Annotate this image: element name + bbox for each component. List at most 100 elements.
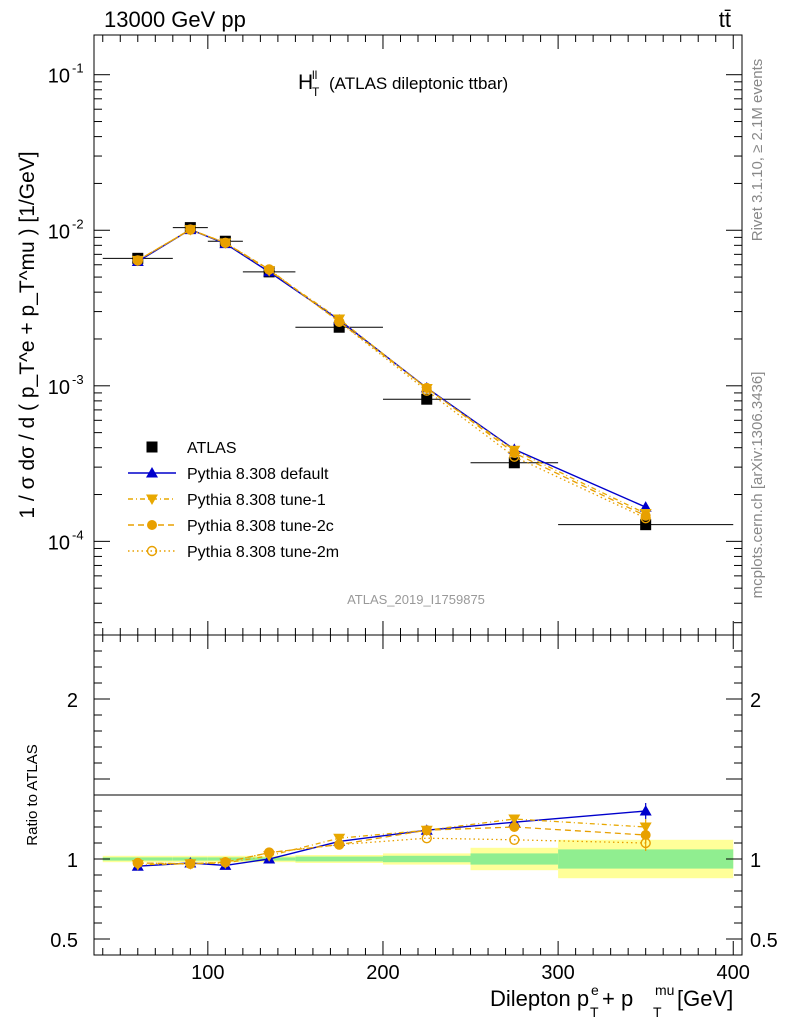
band-inner	[558, 849, 734, 869]
mcplots-label: mcplots.cern.ch [arXiv:1306.3436]	[749, 372, 766, 599]
ratio-point	[333, 839, 345, 850]
series-atlas	[102, 222, 734, 531]
band-inner	[295, 856, 383, 862]
ratio-point	[185, 858, 196, 869]
data-point	[640, 519, 652, 531]
data-point	[220, 237, 231, 248]
legend-marker	[146, 494, 158, 505]
plot-title: H ll T (ATLAS dileptonic ttbar)	[298, 68, 508, 99]
x-tick-label: 200	[366, 962, 399, 984]
data-point	[185, 224, 196, 235]
xlabel-main: Dilepton p	[490, 986, 589, 1011]
legend-marker	[146, 441, 158, 453]
title-sup: ll	[312, 68, 317, 82]
ratio-y-tick-label-right: 0.5	[750, 930, 778, 952]
ratio-point	[220, 857, 231, 868]
main-y-tick-labels: 10-410-310-210-1	[48, 61, 84, 555]
data-point	[421, 385, 432, 396]
ratio-axis-ticks	[94, 635, 742, 955]
xlabel-sup2: mu	[655, 982, 674, 998]
ratio-series-line	[137, 826, 646, 865]
data-point	[640, 510, 651, 521]
data-point	[220, 237, 231, 249]
x-tick-label: 100	[191, 962, 224, 984]
ratio-point	[132, 857, 143, 869]
ratio-y-tick-label-right: 2	[750, 690, 761, 712]
ratio-point	[333, 833, 346, 845]
y-tick-label-exponent: -3	[72, 372, 84, 387]
ratio-point	[185, 858, 196, 869]
data-point	[508, 457, 520, 469]
legend-entry: Pythia 8.308 tune-2c	[128, 518, 334, 535]
main-axis-ticks	[94, 35, 742, 635]
main-y-axis-label: 1 / σ dσ / d ( p_T^e + p_T^mu ) [1/GeV]	[16, 151, 39, 518]
x-tick-labels: 100 200 300 400	[191, 962, 750, 984]
legend-entry: Pythia 8.308 tune-1	[128, 492, 326, 509]
legend-label: ATLAS	[187, 440, 237, 457]
data-point	[263, 264, 275, 275]
legend-entry: Pythia 8.308 default	[128, 466, 329, 483]
data-point	[421, 382, 432, 393]
ratio-point	[509, 822, 520, 832]
ratio-point	[421, 833, 432, 844]
ratio-y-tick-labels: 0.5 0.5 1 1 2 2	[50, 690, 778, 952]
y-tick-label-exponent: -4	[72, 527, 84, 542]
legend-entry: Pythia 8.308 tune-2m	[128, 544, 339, 561]
ratio-point	[264, 847, 275, 858]
legend-label: Pythia 8.308 tune-1	[187, 492, 326, 509]
y-tick-label: 10	[48, 377, 70, 399]
ratio-y-axis-label: Ratio to ATLAS	[24, 744, 41, 845]
x-axis-label: Dilepton p e T + p mu T [GeV]	[490, 982, 733, 1020]
rivet-label: Rivet 3.1.10, ≥ 2.1M events	[749, 59, 766, 242]
main-panel: 10-410-310-210-1 H ll T (ATLAS dileptoni…	[16, 34, 743, 636]
ratio-y-tick-label-right: 1	[750, 850, 761, 872]
ratio-series-line	[137, 837, 646, 865]
band-inner	[382, 855, 471, 863]
ratio-point	[263, 847, 275, 858]
ratio-point	[421, 825, 432, 836]
legend-entry: ATLAS	[146, 440, 237, 457]
data-point	[509, 451, 520, 462]
legend: ATLAS Pythia 8.308 default Pythia 8.308 tu…	[128, 440, 339, 561]
ratio-point	[509, 834, 520, 845]
energy-label: 13000 GeV pp	[104, 7, 246, 32]
ratio-point	[640, 837, 651, 849]
ratio-point	[639, 805, 652, 816]
data-point	[132, 255, 143, 266]
ratio-series	[131, 803, 652, 871]
data-point	[333, 316, 345, 327]
band-inner	[470, 853, 559, 865]
legend-marker	[147, 520, 157, 530]
y-tick-label-exponent: -2	[72, 216, 84, 231]
ratio-y-tick-label-left: 0.5	[50, 930, 78, 952]
legend-label: Pythia 8.308 tune-2c	[187, 518, 334, 535]
series-line	[137, 228, 646, 517]
data-point	[185, 224, 196, 235]
xlabel-end: [GeV]	[677, 986, 733, 1011]
title-main: H	[298, 71, 313, 94]
ratio-y-tick-label-left: 1	[67, 850, 78, 872]
legend-label: Pythia 8.308 default	[187, 466, 329, 483]
y-tick-label: 10	[48, 532, 70, 554]
title-rest: (ATLAS dileptonic ttbar)	[329, 74, 508, 93]
data-point	[640, 512, 651, 524]
ratio-panel: 0.5 0.5 1 1 2 2 100 200 300 400 Ratio to ATLAS D…	[24, 634, 778, 1020]
data-point	[639, 501, 652, 512]
ratio-point	[508, 814, 521, 825]
data-point	[334, 316, 345, 327]
y-tick-label-exponent: -1	[72, 61, 84, 76]
process-label: tt̄	[719, 7, 731, 32]
series-pythia-8-308-tune-2m	[132, 224, 651, 524]
analysis-id: ATLAS_2019_I1759875	[347, 592, 485, 607]
xlabel-sub1: T	[590, 1004, 599, 1020]
legend-marker	[146, 545, 158, 557]
x-tick-label: 400	[717, 962, 750, 984]
y-tick-label: 10	[48, 66, 70, 88]
legend-label: Pythia 8.308 tune-2m	[187, 544, 339, 561]
ratio-uncertainty-bands	[102, 839, 734, 879]
ratio-y-tick-label-left: 2	[67, 690, 78, 712]
ratio-series-line	[137, 810, 646, 867]
data-point	[333, 321, 345, 333]
y-axis-label-text: 1 / σ dσ / d ( p_T^e + p_T^mu ) [1/GeV]	[16, 151, 39, 518]
